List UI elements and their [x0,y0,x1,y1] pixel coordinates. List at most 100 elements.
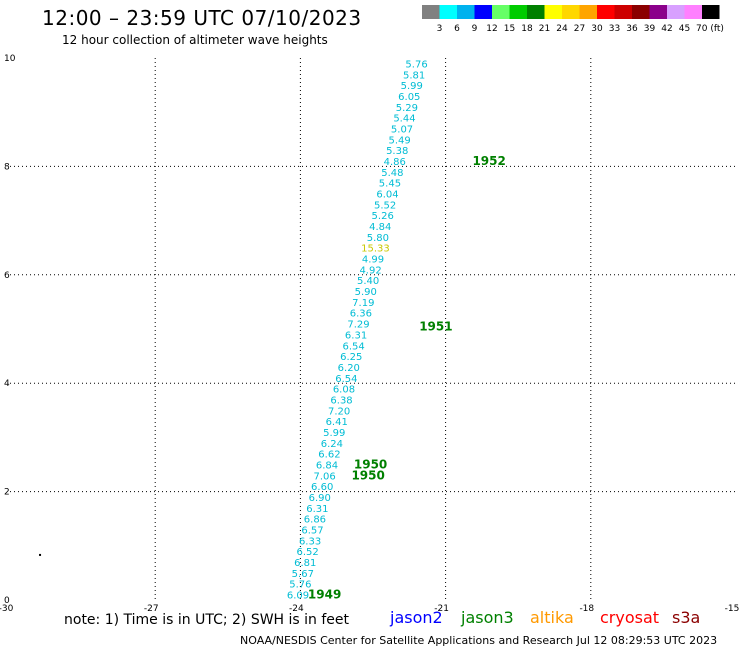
color-scale-swatch [614,5,632,19]
x-tick-label: -24 [289,604,304,614]
swh-data-point: 5.99 [323,428,345,439]
swh-data-point: 5.44 [393,114,415,125]
swh-data-point: 5.26 [372,211,394,222]
y-tick-label: 4 [4,379,10,389]
footer-note: note: 1) Time is in UTC; 2) SWH is in fe… [64,612,350,628]
time-label: 1951 [419,319,452,333]
swh-data-point: 4.86 [384,157,406,168]
color-scale-swatch [492,5,510,19]
color-scale-label: 12 [486,24,497,34]
x-tick-label: -27 [144,604,159,614]
swh-data-point: 5.52 [374,200,396,211]
time-label: 1950 [354,458,387,472]
color-scale-swatch [667,5,685,19]
swh-data-point: 5.80 [367,233,389,244]
stray-mark [39,553,42,556]
color-scale-swatch [597,5,615,19]
color-scale-label: 45 [679,24,690,34]
swh-data-point: 6.86 [304,515,326,526]
swh-data-point: 6.24 [321,439,343,450]
swh-data-point: 6.62 [318,450,340,461]
satellite-legend-altika: altika [530,608,574,627]
x-tick-label: -18 [579,604,594,614]
y-tick-label: 8 [4,162,10,172]
satellite-legend-cryosat: cryosat [600,608,660,627]
swh-data-point: 6.54 [343,341,365,352]
swh-data-point: 4.92 [359,265,381,276]
swh-data-point: 6.41 [326,417,348,428]
satellite-legend-s3a: s3a [672,608,701,627]
color-scale-label: 9 [472,24,478,34]
swh-data-point: 5.81 [403,70,425,81]
color-scale-swatch [527,5,545,19]
satellite-legend-jason3: jason3 [461,608,514,627]
color-scale-swatch [422,5,440,19]
color-scale-swatch [579,5,597,19]
swh-data-point: 6.81 [294,558,316,569]
color-scale-swatch [474,5,492,19]
swh-data-point: 6.08 [333,385,355,396]
swh-data-point: 6.31 [306,504,328,515]
time-label: 1949 [308,588,341,602]
x-tick-label: -15 [725,604,740,614]
swh-data-point: 5.45 [379,179,401,190]
time-label: 1952 [472,154,505,168]
swh-data-point: 6.90 [309,493,331,504]
swh-data-point: 6.25 [340,352,362,363]
swh-data-point: 7.19 [352,298,374,309]
y-tick-label: 10 [4,54,16,64]
swh-data-point: 7.20 [328,406,350,417]
chart-subtitle: 12 hour collection of altimeter wave hei… [62,33,328,47]
swh-data-point: 5.29 [396,103,418,114]
color-scale-swatch [544,5,562,19]
swh-data-point: 6.54 [335,374,357,385]
color-scale-swatch [632,5,650,19]
color-scale-label: 42 [661,24,672,34]
swh-data-point: 5.76 [289,580,311,591]
swh-data-point: 6.05 [398,92,420,103]
chart-title: 12:00 – 23:59 UTC 07/10/2023 [42,6,362,30]
swh-data-point: 6.38 [330,395,352,406]
swh-data-point: 6.84 [316,461,338,472]
satellite-legend-jason2: jason2 [390,608,443,627]
time-label: 1950 [351,468,384,482]
color-scale-label: 21 [539,24,550,34]
color-scale-label: 70 (ft) [696,24,724,34]
footer-credits: NOAA/NESDIS Center for Satellite Applica… [240,634,718,647]
color-scale-swatch [562,5,580,19]
swh-data-point: 5.07 [391,124,413,135]
swh-data-point: 6.04 [376,190,398,201]
swh-data-point: 7.06 [313,471,335,482]
color-scale-swatch [439,5,457,19]
color-scale-label: 33 [609,24,620,34]
swh-data-point: 15.33 [361,244,390,255]
swh-data-point: 5.99 [401,81,423,92]
swh-data-point: 6.33 [299,536,321,547]
x-tick-label: -30 [0,604,14,614]
swh-data-point: 6.20 [338,363,360,374]
color-scale-swatch [702,5,720,19]
swh-data-point: 6.60 [311,482,333,493]
swh-data-point: 5.38 [386,146,408,157]
swh-data-point: 5.76 [405,59,427,70]
color-scale-label: 6 [454,24,460,34]
swh-data-point: 5.90 [355,287,377,298]
color-scale-swatch [457,5,475,19]
color-scale-label: 3 [437,24,443,34]
color-scale-label: 24 [556,24,568,34]
color-scale-label: 18 [521,24,533,34]
swh-data-point: 6.09 [287,591,309,602]
color-scale-label: 39 [644,24,656,34]
color-scale-swatch [509,5,527,19]
swh-data-point: 6.36 [350,309,372,320]
swh-data-point: 6.52 [297,547,319,558]
swh-data-point: 5.40 [357,276,379,287]
color-scale-label: 27 [574,24,585,34]
color-scale-label: 36 [626,24,638,34]
swh-data-point: 5.48 [381,168,403,179]
color-scale-swatch [684,5,702,19]
y-tick-label: 2 [4,488,10,498]
swh-data-point: 5.67 [292,569,314,580]
